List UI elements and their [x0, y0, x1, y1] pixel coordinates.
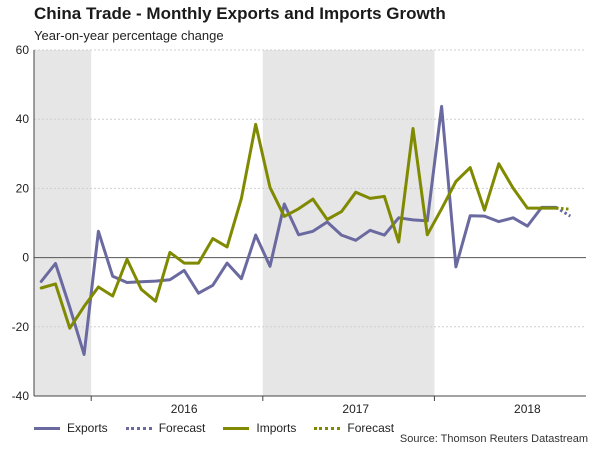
legend-swatch	[223, 426, 250, 430]
legend-swatch	[314, 426, 341, 430]
y-tick-label-20: 20	[16, 181, 30, 195]
y-tick-label-0: 0	[22, 251, 29, 265]
x-tick-label-2018: 2018	[514, 402, 541, 416]
y-tick-label--20: -20	[12, 320, 30, 334]
legend-item-imports-2: Imports	[223, 421, 296, 435]
legend-label: Imports	[256, 421, 297, 435]
shaded-year-2017	[262, 50, 435, 396]
series-line-forecast-3	[555, 206, 571, 211]
chart-legend: Exports Forecast Imports Forecast	[34, 419, 412, 437]
y-tick-label-60: 60	[16, 43, 30, 57]
y-tick-label--40: -40	[12, 389, 30, 403]
series-line-imports	[39, 122, 558, 330]
series-line-exports	[39, 104, 558, 356]
shaded-year-2015	[34, 50, 92, 396]
legend-item-forecast-1: Forecast	[125, 421, 206, 435]
legend-swatch	[125, 426, 152, 430]
legend-item-exports-0: Exports	[34, 421, 108, 435]
x-tick-label-2016: 2016	[171, 402, 198, 416]
x-tick-label-2017: 2017	[342, 402, 369, 416]
legend-swatch	[34, 426, 60, 430]
chart-title: China Trade - Monthly Exports and Import…	[34, 4, 446, 23]
legend-label: Forecast	[158, 421, 206, 435]
y-tick-label-40: 40	[16, 112, 30, 126]
legend-label: Forecast	[347, 421, 395, 435]
legend-item-forecast-3: Forecast	[314, 421, 394, 435]
chart-subtitle: Year-on-year percentage change	[34, 28, 224, 43]
chart-source: Source: Thomson Reuters Datastream	[399, 433, 588, 445]
legend-label: Exports	[67, 421, 108, 435]
